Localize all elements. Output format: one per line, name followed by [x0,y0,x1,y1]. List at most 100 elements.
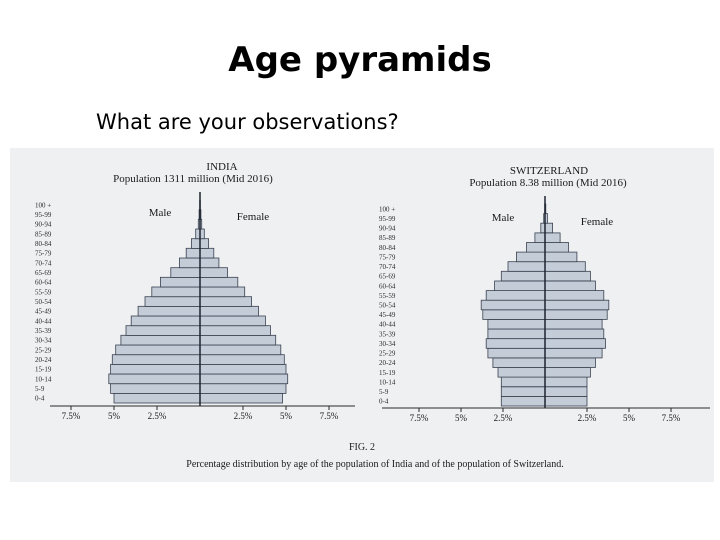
india-x-tick-label: 7.5% [62,411,81,421]
india-female-bar-60-64 [199,276,239,288]
switzerland-female-bar-80-84 [544,242,569,253]
switzerland-male-bar-35-39 [487,328,546,340]
switzerland-male-bar-60-64 [494,280,546,292]
india-male-bar-5-9 [110,383,201,394]
switzerland-female-bar-55-59 [544,290,605,301]
switzerland-age-label: 80-84 [379,244,396,252]
india-male-bar-60-64 [159,276,201,288]
switzerland-age-label: 90-94 [379,225,396,233]
figure-number: FIG. 2 [349,442,375,453]
india-male-bar-75-79 [185,247,201,259]
switzerland-age-label: 45-49 [379,311,396,319]
india-female-bar-65-69 [199,267,228,278]
switzerland-female-bar-85-89 [544,232,561,243]
switzerland-female-bar-10-14 [544,376,588,388]
india-female-bar-55-59 [199,286,246,298]
switzerland-age-label: 30-34 [379,340,396,348]
switzerland-male-bar-70-74 [507,261,546,272]
switzerland-age-label: 75-79 [379,253,396,261]
switzerland-female-bar-5-9 [544,386,588,397]
switzerland-age-label: 15-19 [379,369,396,377]
india-age-label: 20-24 [35,356,52,364]
india-male-bar-0-4 [113,392,201,404]
india-female-bar-70-74 [199,257,220,269]
switzerland-age-label: 35-39 [379,330,396,338]
india-female-label: Female [237,211,269,223]
india-age-label: 40-44 [35,317,52,325]
india-female-bar-25-29 [199,344,282,356]
india-male-bar-40-44 [130,315,201,327]
switzerland-male-bar-65-69 [500,270,546,282]
switzerland-female-bar-35-39 [544,328,605,340]
india-female-bar-0-4 [199,392,283,404]
switzerland-male-bar-10-14 [500,376,546,388]
india-age-label: 100 + [35,201,51,209]
switzerland-age-label: 40-44 [379,321,396,329]
pyramid-figure-svg: INDIA Population 1311 million (Mid 2016)… [35,161,710,470]
india-male-bar-70-74 [178,257,201,269]
switzerland-age-label: 55-59 [379,292,396,300]
india-age-label: 60-64 [35,279,52,287]
switzerland-x-tick-label: 5% [623,413,636,423]
india-female-bar-80-84 [199,238,210,249]
india-age-label: 15-19 [35,366,52,374]
india-male-bar-50-54 [144,296,201,307]
india-female-bar-15-19 [199,363,287,375]
switzerland-age-label: 65-69 [379,273,396,281]
switzerland-female-bar-50-54 [544,299,610,311]
switzerland-pyramid: SWITZERLAND Population 8.38 million (Mid… [379,165,710,423]
switzerland-x-tick-label: 5% [455,413,468,423]
switzerland-age-label: 20-24 [379,359,396,367]
india-age-label: 30-34 [35,337,52,345]
switzerland-female-label: Female [581,216,613,228]
india-female-bar-20-24 [199,354,285,365]
india-age-label: 25-29 [35,346,52,354]
india-pyramid: INDIA Population 1311 million (Mid 2016)… [35,161,355,421]
india-female-bar-5-9 [199,383,287,394]
india-age-label: 75-79 [35,250,52,258]
switzerland-female-bar-15-19 [544,367,591,378]
switzerland-age-label: 10-14 [379,379,396,387]
switzerland-male-bar-25-29 [487,347,546,359]
switzerland-male-bar-20-24 [492,357,546,368]
india-male-bar-55-59 [151,286,201,298]
switzerland-male-bar-55-59 [485,290,546,301]
india-x-tick-label: 5% [108,411,121,421]
india-x-tick-label: 7.5% [320,411,339,421]
india-male-bar-65-69 [170,267,201,278]
switzerland-age-label: 95-99 [379,215,396,223]
figure-caption: Percentage distribution by age of the po… [186,459,563,470]
india-age-label: 90-94 [35,221,52,229]
switzerland-female-bar-20-24 [544,357,596,368]
switzerland-male-bar-5-9 [500,386,546,397]
india-female-bar-35-39 [199,325,271,336]
switzerland-male-bar-40-44 [487,318,546,330]
switzerland-age-label: 0-4 [379,398,389,406]
india-male-bar-80-84 [190,238,201,249]
switzerland-age-label: 25-29 [379,350,396,358]
switzerland-female-bar-25-29 [544,347,603,359]
switzerland-male-bar-75-79 [515,251,546,263]
india-age-label: 70-74 [35,259,52,267]
india-age-label: 10-14 [35,375,52,383]
india-x-tick-label: 5% [280,411,293,421]
india-male-bar-35-39 [125,325,201,336]
india-male-label: Male [149,207,172,219]
switzerland-female-bar-0-4 [544,395,588,407]
india-age-label: 95-99 [35,211,52,219]
switzerland-x-tick-label: 7.5% [410,413,429,423]
switzerland-age-label: 60-64 [379,282,396,290]
switzerland-male-bar-50-54 [480,299,546,311]
switzerland-male-bar-0-4 [500,395,546,407]
switzerland-female-bar-45-49 [544,309,608,320]
switzerland-x-tick-label: 7.5% [662,413,681,423]
switzerland-age-label: 50-54 [379,302,396,310]
switzerland-male-bar-80-84 [526,242,546,253]
switzerland-male-label: Male [492,212,515,224]
india-age-label: 5-9 [35,385,45,393]
india-age-label: 45-49 [35,308,52,316]
india-title: INDIA [206,161,237,173]
india-x-tick-label: 2.5% [148,411,167,421]
india-female-bar-45-49 [199,305,259,317]
slide-subtitle: What are your observations? [96,110,399,134]
